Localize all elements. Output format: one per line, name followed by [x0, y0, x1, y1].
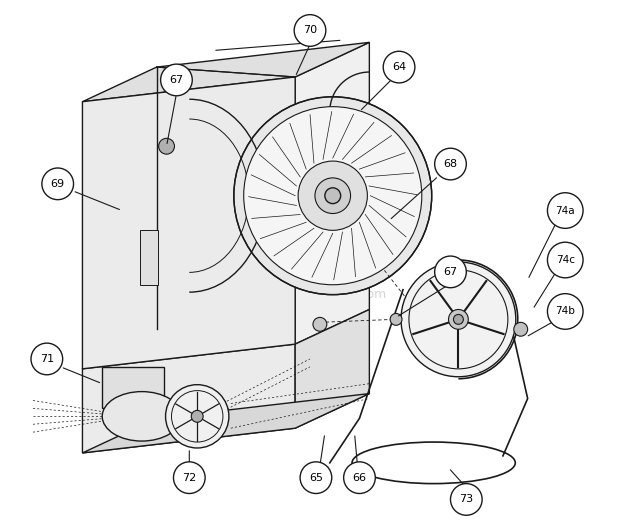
Text: 70: 70	[303, 26, 317, 35]
Circle shape	[31, 343, 63, 375]
Circle shape	[435, 256, 466, 288]
Circle shape	[343, 462, 375, 493]
Text: 74a: 74a	[556, 206, 575, 216]
Text: 69: 69	[51, 179, 64, 189]
Circle shape	[390, 313, 402, 325]
Ellipse shape	[102, 392, 182, 441]
Circle shape	[448, 310, 468, 329]
Text: 66: 66	[352, 472, 366, 483]
Circle shape	[161, 64, 192, 96]
Text: 74c: 74c	[556, 255, 575, 265]
Bar	[140, 230, 157, 284]
Circle shape	[244, 106, 422, 284]
Text: 74b: 74b	[556, 306, 575, 316]
Polygon shape	[82, 77, 295, 369]
Circle shape	[547, 294, 583, 329]
Circle shape	[315, 178, 350, 213]
Circle shape	[435, 148, 466, 180]
Circle shape	[547, 193, 583, 228]
Polygon shape	[82, 394, 370, 453]
Circle shape	[42, 168, 74, 199]
Text: 71: 71	[40, 354, 54, 364]
Circle shape	[174, 462, 205, 493]
Circle shape	[192, 410, 203, 422]
Circle shape	[159, 138, 174, 154]
Circle shape	[451, 483, 482, 515]
Text: eReplacementParts.com: eReplacementParts.com	[234, 288, 386, 301]
Circle shape	[383, 51, 415, 83]
Polygon shape	[295, 42, 370, 344]
Text: 68: 68	[443, 159, 458, 169]
Circle shape	[325, 188, 340, 204]
Circle shape	[234, 97, 432, 294]
Text: 67: 67	[169, 75, 184, 85]
Circle shape	[298, 161, 368, 230]
Circle shape	[300, 462, 332, 493]
Circle shape	[166, 385, 229, 448]
Polygon shape	[82, 42, 370, 102]
Text: 65: 65	[309, 472, 323, 483]
Polygon shape	[295, 310, 370, 428]
Circle shape	[294, 15, 326, 46]
Polygon shape	[82, 344, 295, 453]
Circle shape	[313, 317, 327, 331]
Circle shape	[514, 323, 528, 336]
Circle shape	[453, 314, 463, 324]
Circle shape	[401, 262, 516, 377]
Text: 64: 64	[392, 62, 406, 72]
Text: 73: 73	[459, 494, 474, 504]
Circle shape	[547, 242, 583, 278]
Text: 67: 67	[443, 267, 458, 277]
Bar	[102, 367, 164, 408]
Text: 72: 72	[182, 472, 197, 483]
